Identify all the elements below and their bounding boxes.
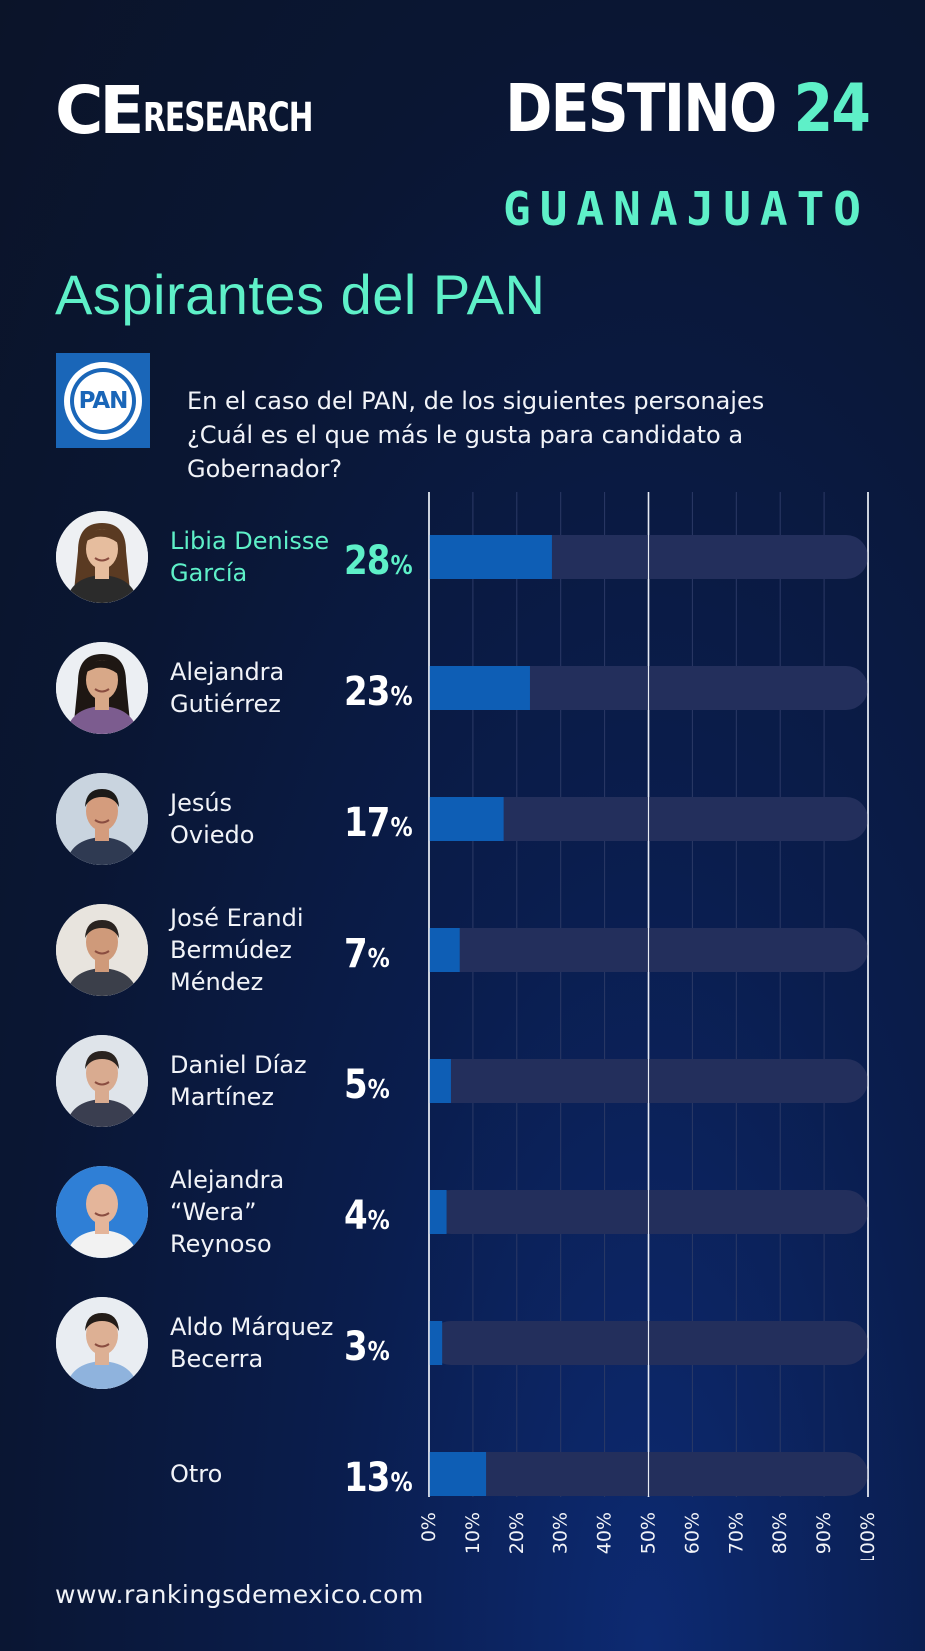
candidate-photo xyxy=(56,1297,148,1389)
data-label: 4% xyxy=(344,1193,390,1241)
bar xyxy=(429,928,460,972)
data-label: 28% xyxy=(344,538,413,586)
bar xyxy=(429,1059,451,1103)
x-tick-label: 50% xyxy=(638,1512,660,1554)
bar-chart: 0% 10% 20% 30% 40% 50% 60% 70% 80% 90% 100% xyxy=(418,492,879,1560)
data-label-unit: % xyxy=(390,551,412,581)
candidate-photo xyxy=(56,904,148,996)
data-label-value: 3 xyxy=(344,1324,368,1370)
x-tick-label: 10% xyxy=(462,1512,484,1554)
bar xyxy=(429,1321,443,1365)
data-label: 13% xyxy=(344,1455,413,1503)
bar xyxy=(429,1190,447,1234)
candidate-name: José Erandi Bermúdez Méndez xyxy=(170,904,304,996)
x-tick-label: 70% xyxy=(725,1512,747,1554)
candidate-photo xyxy=(56,1166,148,1258)
x-tick-label: 20% xyxy=(506,1512,528,1554)
destino-number: 24 xyxy=(793,70,870,147)
data-label-value: 4 xyxy=(344,1193,368,1239)
state-title: GUANAJUATO xyxy=(503,182,870,236)
candidate-photo xyxy=(56,773,148,865)
x-tick-label: 30% xyxy=(550,1512,572,1554)
data-label-unit: % xyxy=(367,1206,390,1236)
pan-party-logo: PAN xyxy=(56,353,150,448)
candidate-name: Libia Denisse García xyxy=(170,527,330,587)
destino-title: DESTINO 24 xyxy=(505,70,871,147)
ce-research-logo: CE RESEARCH xyxy=(55,72,349,144)
data-label-unit: % xyxy=(367,1075,390,1105)
x-tick-label: 80% xyxy=(769,1512,791,1554)
footer-url: www.rankingsdemexico.com xyxy=(55,1580,424,1609)
data-label-value: 5 xyxy=(344,1062,368,1108)
data-label: 3% xyxy=(344,1324,390,1372)
page-title: Aspirantes del PAN xyxy=(55,263,546,326)
candidate-name: Daniel Díaz Martínez xyxy=(170,1051,307,1111)
logo-ce-text: CE xyxy=(55,72,145,149)
data-label: 5% xyxy=(344,1062,390,1110)
logo-research-text: RESEARCH xyxy=(142,95,313,141)
candidate-photo xyxy=(56,1035,148,1127)
x-tick-label: 60% xyxy=(681,1512,703,1554)
bar xyxy=(429,797,504,841)
data-label-unit: % xyxy=(390,813,412,843)
data-label-value: 17 xyxy=(344,800,390,846)
candidate-photo xyxy=(56,642,148,734)
x-tick-label: 90% xyxy=(813,1512,835,1554)
candidate-name: Otro xyxy=(170,1460,223,1488)
x-tick-label: 40% xyxy=(594,1512,616,1554)
data-label-unit: % xyxy=(367,1337,390,1367)
data-label: 23% xyxy=(344,669,413,717)
data-label-value: 13 xyxy=(344,1455,390,1501)
bar xyxy=(429,1452,487,1496)
data-label-value: 23 xyxy=(344,669,390,715)
data-label: 17% xyxy=(344,800,413,848)
candidate-name: Jesús Oviedo xyxy=(170,789,255,849)
pan-logo-text: PAN xyxy=(74,371,132,430)
data-label-unit: % xyxy=(390,682,412,712)
data-label: 7% xyxy=(344,931,390,979)
data-label-unit: % xyxy=(390,1468,412,1498)
candidate-name: Alejandra “Wera” Reynoso xyxy=(170,1166,285,1258)
destino-text: DESTINO xyxy=(505,70,777,147)
survey-question: En el caso del PAN, de los siguientes pe… xyxy=(187,387,765,483)
x-tick-label: 0% xyxy=(418,1512,440,1542)
x-tick-label: 100% xyxy=(857,1512,879,1560)
candidate-photo xyxy=(56,511,148,603)
data-label-value: 28 xyxy=(344,538,390,584)
candidate-name: Aldo Márquez Becerra xyxy=(170,1313,334,1373)
data-label-value: 7 xyxy=(344,931,368,977)
bar xyxy=(429,535,552,579)
data-label-unit: % xyxy=(367,944,390,974)
candidate-name: Alejandra Gutiérrez xyxy=(170,658,285,718)
bar xyxy=(429,666,530,710)
